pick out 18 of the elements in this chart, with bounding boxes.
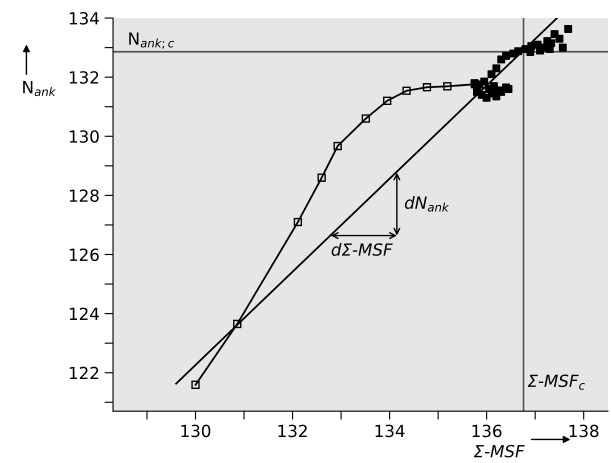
y-tick-label: 126 <box>70 248 99 262</box>
y-tick-label: 128 <box>70 189 99 202</box>
y-axis-title: N$_{ank}$ <box>23 81 56 96</box>
y-tick-label: 130 <box>70 130 99 143</box>
x-tick-label: 136 <box>472 424 502 438</box>
y-tick-label: 132 <box>70 71 98 84</box>
ref-line-label: Σ-MSF$_{c}$ <box>528 374 585 390</box>
x-tick-label: 132 <box>278 424 307 438</box>
ref-line-label: N$_{ank;c}$ <box>129 32 174 49</box>
annotation: dN$_{ank}$ <box>404 196 450 212</box>
annotation: dΣ-MSF <box>332 242 393 256</box>
x-tick-label: 138 <box>570 424 598 438</box>
y-tick-label: 122 <box>70 366 98 380</box>
y-tick-label: 134 <box>70 12 99 25</box>
x-tick-label: 130 <box>181 424 210 438</box>
x-axis-title: Σ-MSF <box>474 444 525 458</box>
x-tick-label: 134 <box>376 424 405 438</box>
y-tick-label: 124 <box>70 308 99 320</box>
